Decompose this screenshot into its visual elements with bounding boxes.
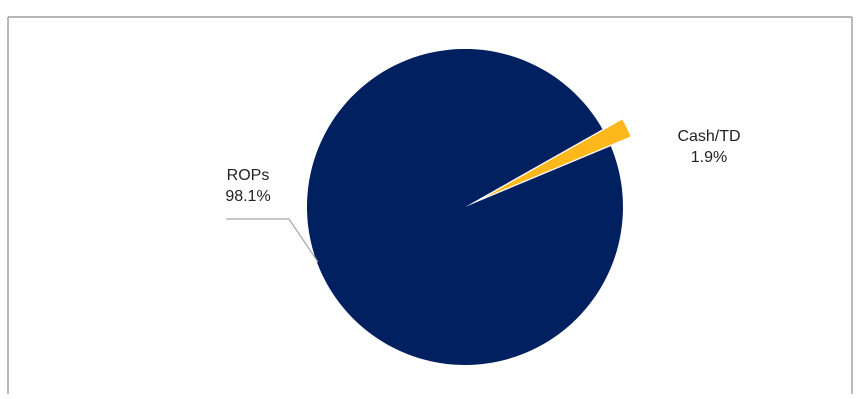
rops-leader-line	[226, 218, 319, 263]
slice-label-cash-td: Cash/TD	[677, 128, 740, 145]
slice-value-cash-td: 1.9%	[691, 149, 727, 166]
slice-value-rops: 98.1%	[225, 188, 270, 205]
slice-rops	[306, 48, 623, 365]
slice-label-rops: ROPs	[227, 167, 270, 184]
pie-slices	[306, 48, 631, 365]
slice-cash-td	[484, 119, 631, 198]
